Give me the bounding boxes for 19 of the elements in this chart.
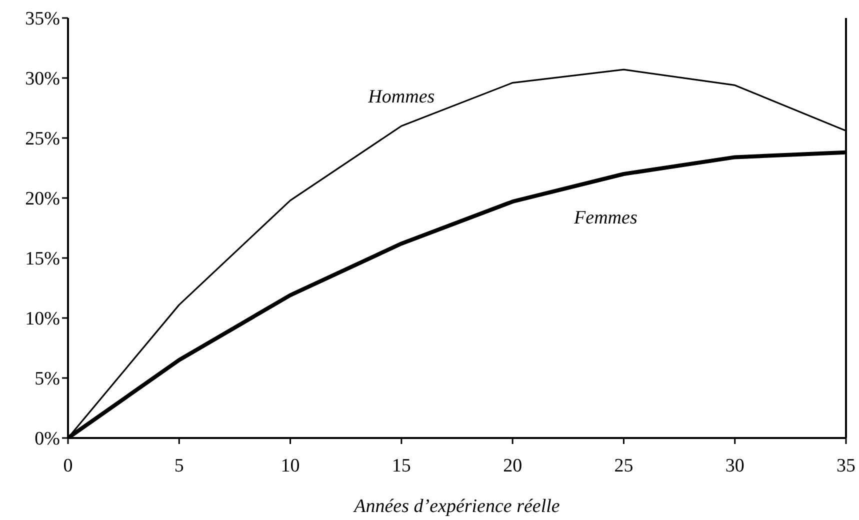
x-tick-label: 5 bbox=[174, 455, 184, 476]
x-tick-label: 35 bbox=[836, 455, 856, 476]
y-tick-label: 30% bbox=[25, 68, 60, 90]
series-label: Femmes bbox=[573, 208, 638, 228]
x-tick-label: 10 bbox=[280, 455, 300, 476]
y-tick-label: 10% bbox=[25, 308, 60, 330]
y-tick-label: 25% bbox=[25, 128, 60, 150]
series-label: Hommes bbox=[367, 86, 435, 108]
x-tick-label: 15 bbox=[392, 455, 411, 476]
x-tick-label: 30 bbox=[725, 455, 744, 476]
x-axis-title: Années d’expérience réelle bbox=[352, 496, 560, 517]
y-tick-label: 15% bbox=[25, 248, 60, 270]
x-tick-label: 0 bbox=[63, 455, 73, 476]
y-tick-label: 35% bbox=[25, 8, 60, 30]
y-tick-label: 5% bbox=[34, 368, 60, 390]
y-tick-label: 0% bbox=[34, 428, 60, 450]
y-tick-label: 20% bbox=[25, 188, 60, 210]
x-tick-label: 25 bbox=[614, 455, 634, 476]
x-tick-label: 20 bbox=[503, 455, 522, 476]
